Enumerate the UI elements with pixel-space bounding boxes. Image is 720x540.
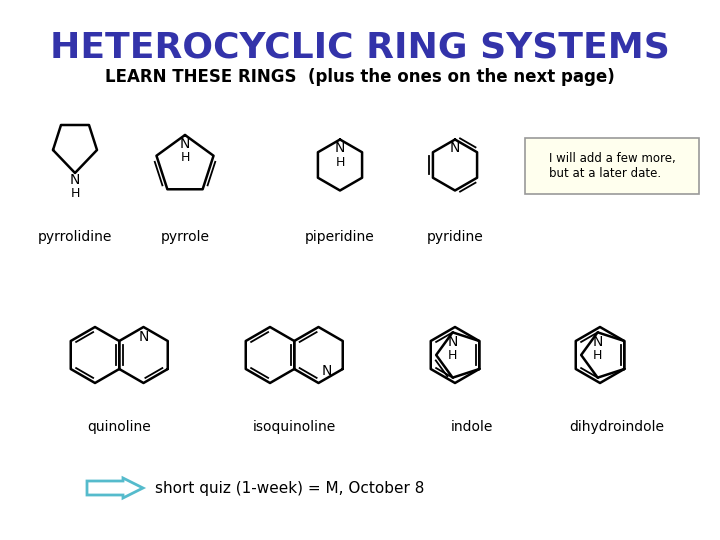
Text: pyridine: pyridine: [427, 230, 483, 244]
Text: short quiz (1-week) = M, October 8: short quiz (1-week) = M, October 8: [155, 481, 424, 496]
Text: dihydroindole: dihydroindole: [570, 420, 665, 434]
Text: isoquinoline: isoquinoline: [253, 420, 336, 434]
Text: N: N: [450, 141, 460, 156]
Text: H: H: [593, 349, 603, 362]
Text: N: N: [447, 335, 458, 349]
Text: HETEROCYCLIC RING SYSTEMS: HETEROCYCLIC RING SYSTEMS: [50, 30, 670, 64]
Text: N: N: [180, 137, 190, 151]
Text: indole: indole: [451, 420, 493, 434]
Text: piperidine: piperidine: [305, 230, 375, 244]
Text: pyrrole: pyrrole: [161, 230, 210, 244]
Text: I will add a few more,
but at a later date.: I will add a few more, but at a later da…: [549, 152, 675, 180]
FancyBboxPatch shape: [525, 138, 699, 194]
Text: N: N: [322, 364, 332, 378]
Text: quinoline: quinoline: [87, 420, 151, 434]
Text: N: N: [138, 330, 149, 344]
Text: H: H: [448, 349, 457, 362]
Text: H: H: [336, 156, 345, 168]
Text: pyrrolidine: pyrrolidine: [38, 230, 112, 244]
Text: H: H: [71, 187, 80, 200]
Text: N: N: [335, 141, 345, 156]
Text: N: N: [70, 173, 80, 187]
Polygon shape: [87, 478, 143, 498]
Text: LEARN THESE RINGS  (plus the ones on the next page): LEARN THESE RINGS (plus the ones on the …: [105, 68, 615, 86]
Text: N: N: [593, 335, 603, 349]
Text: H: H: [180, 151, 189, 164]
